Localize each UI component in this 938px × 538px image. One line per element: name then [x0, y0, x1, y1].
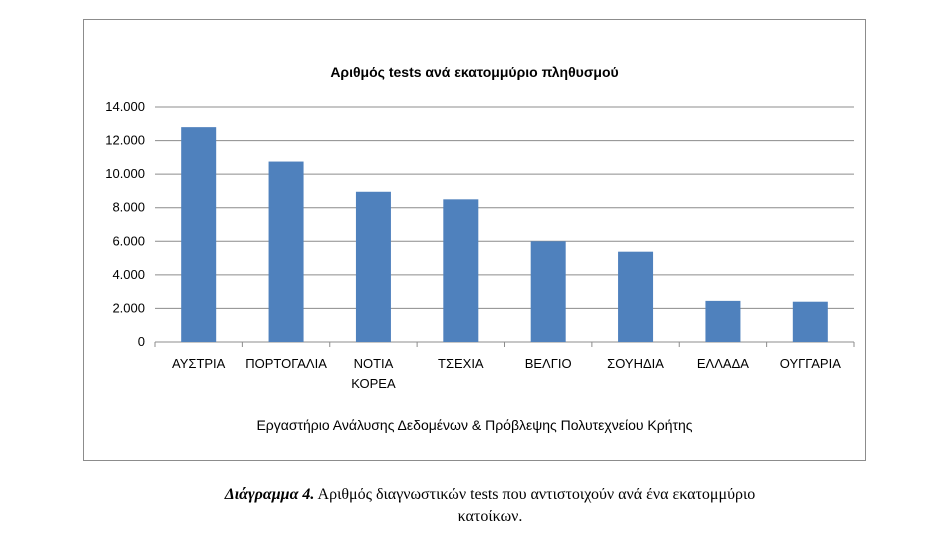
y-tick-label: 10.000	[105, 166, 145, 181]
x-tick-label: ΕΛΛΑΔΑ	[697, 356, 749, 371]
bar	[618, 251, 654, 342]
bar	[705, 300, 741, 342]
bar	[268, 161, 304, 342]
y-tick-label: 12.000	[105, 133, 145, 148]
y-tick-label: 6.000	[112, 233, 145, 248]
x-tick-label: ΟΥΓΓΑΡΙΑ	[780, 356, 841, 371]
y-tick-label: 8.000	[112, 200, 145, 215]
bar	[792, 301, 828, 342]
source-note: Εργαστήριο Ανάλυσης Δεδομένων & Πρόβλεψη…	[256, 417, 693, 433]
caption-text-line2: κατοίκων.	[457, 508, 523, 525]
bar	[355, 191, 391, 342]
y-tick-label: 2.000	[112, 300, 145, 315]
y-tick-label: 0	[138, 334, 145, 349]
x-tick-label: ΚΟΡΕΑ	[351, 376, 396, 391]
caption-text-line1: Αριθμός διαγνωστικών tests που αντιστοιχ…	[314, 486, 756, 503]
bar	[443, 199, 479, 342]
x-tick-label: ΣΟΥΗΔΙΑ	[607, 356, 664, 371]
x-tick-label: ΤΣΕΧΙΑ	[438, 356, 484, 371]
bar-chart: 0 2.000 4.000 6.000 8.000 10.000 12.000 14.000 Α…	[105, 99, 855, 391]
x-tick-label: ΝΟΤΙΑ	[354, 356, 394, 371]
y-tick-label: 4.000	[112, 267, 145, 282]
chart-frame: Αριθμός tests ανά εκατομμύριο πληθυσμού …	[83, 19, 866, 461]
x-tick-label: ΒΕΛΓΙΟ	[525, 356, 572, 371]
bar	[181, 127, 217, 343]
x-tick-label: ΑΥΣΤΡΙΑ	[172, 356, 226, 371]
chart-title: Αριθμός tests ανά εκατομμύριο πληθυσμού	[330, 64, 619, 80]
bar	[530, 241, 566, 342]
y-tick-label: 14.000	[105, 99, 145, 114]
x-tick-label: ΠΟΡΤΟΓΑΛΙΑ	[245, 356, 327, 371]
figure-caption: Διάγραμμα 4. Αριθμός διαγνωστικών tests …	[150, 484, 830, 528]
caption-lead: Διάγραμμα 4.	[224, 486, 315, 503]
